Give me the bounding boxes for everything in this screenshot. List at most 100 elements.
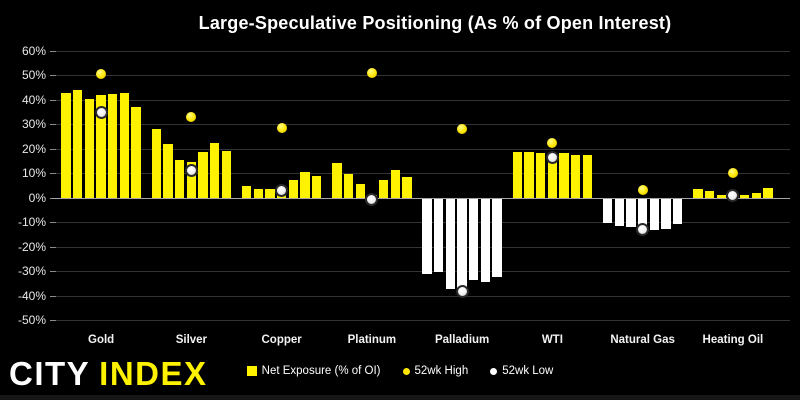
bar-group-platinum [327, 51, 417, 320]
y-axis-tick [50, 320, 56, 321]
brand-logo: CITY INDEX [9, 355, 208, 393]
low-52wk-marker [94, 105, 108, 119]
net-exposure-bar [221, 151, 231, 198]
gridline [52, 271, 790, 273]
y-axis-tick [50, 148, 56, 150]
net-exposure-bar [469, 197, 479, 280]
bar-groups [56, 51, 778, 320]
gridline [52, 246, 790, 248]
y-axis-tick [50, 222, 56, 224]
legend-label-net-exposure: Net Exposure (% of OI) [261, 365, 381, 377]
net-exposure-bar [151, 129, 162, 198]
net-exposure-bar [73, 90, 83, 198]
net-exposure-bar [559, 152, 569, 198]
net-exposure-bar [739, 195, 750, 198]
net-exposure-bar [422, 197, 432, 274]
gridline [52, 124, 790, 126]
high-52wk-marker [457, 124, 468, 135]
net-exposure-bar [119, 92, 130, 198]
gridline [52, 148, 790, 150]
zero-axis-line [52, 197, 790, 199]
net-exposure-bar [704, 191, 715, 198]
high-52wk-marker [637, 184, 648, 195]
bar-group-gold [56, 51, 146, 320]
net-exposure-bar [343, 174, 354, 198]
net-exposure-bar [402, 177, 412, 198]
brand-word-index: INDEX [99, 355, 208, 392]
net-exposure-bar [210, 142, 220, 198]
y-axis-tick [50, 173, 56, 175]
net-exposure-bar [288, 179, 298, 198]
gridline [52, 320, 790, 321]
net-exposure-bar [614, 197, 624, 226]
gridline [52, 51, 790, 52]
y-axis-tick [50, 75, 56, 77]
low-52wk-marker [184, 164, 198, 178]
bar-group-wti [507, 51, 597, 320]
bar-group-silver [146, 51, 236, 320]
net-exposure-bar [434, 197, 444, 273]
net-exposure-bar [751, 192, 761, 198]
net-exposure-bar [672, 197, 683, 225]
y-axis-tick [50, 99, 56, 101]
plot-area [50, 51, 790, 321]
y-axis-label: 30% [21, 117, 46, 132]
net-exposure-bar [253, 188, 263, 198]
net-exposure-bar [300, 171, 310, 198]
low-52wk-marker [545, 150, 559, 164]
net-exposure-bar [457, 197, 467, 291]
x-axis-label-palladium: Palladium [434, 334, 490, 346]
gridline [52, 295, 790, 297]
legend-label-52wk-high: 52wk High [414, 365, 469, 377]
y-axis-tick [50, 295, 56, 297]
net-exposure-bar [571, 154, 581, 198]
net-exposure-bar [311, 176, 322, 198]
net-exposure-bar [163, 143, 173, 198]
net-exposure-bar [602, 197, 613, 223]
low-52wk-marker [726, 188, 740, 202]
high-52wk-marker [96, 69, 107, 80]
bar-group-copper [237, 51, 327, 320]
high-52wk-marker [366, 68, 377, 78]
gridline [52, 99, 790, 101]
net-exposure-bar [241, 185, 252, 198]
net-exposure-bar [355, 183, 365, 198]
low-52wk-marker [275, 183, 289, 197]
y-axis-label: 60% [21, 44, 46, 58]
low-52wk-marker [636, 223, 650, 237]
net-exposure-bar [84, 98, 95, 198]
net-exposure-bar [582, 155, 592, 198]
y-axis-tick [50, 124, 56, 126]
net-exposure-bar [198, 152, 208, 198]
y-axis-label: -30% [17, 264, 46, 279]
high-52wk-marker [547, 137, 558, 148]
y-axis-label: 10% [21, 166, 46, 181]
x-axis-label-heating-oil: Heating Oil [702, 334, 764, 346]
net-exposure-bar [649, 197, 659, 230]
y-axis-label: -20% [17, 239, 46, 254]
net-exposure-bar [637, 197, 648, 230]
y-axis-label: -50% [17, 313, 46, 327]
y-axis-label: 20% [21, 141, 46, 156]
net-exposure-bar [378, 180, 389, 198]
bar-group-heating-oil [688, 51, 778, 320]
net-exposure-bar [480, 197, 491, 283]
net-exposure-bar [524, 151, 534, 198]
x-axis-label-copper: Copper [261, 334, 302, 346]
gridline [52, 173, 790, 175]
net-exposure-bar [186, 162, 197, 198]
y-axis-tick [50, 271, 56, 273]
net-exposure-bar [547, 153, 558, 198]
net-exposure-bar [512, 151, 523, 198]
y-axis-label: 40% [21, 92, 46, 107]
x-axis-label-natural-gas: Natural Gas [610, 334, 675, 346]
legend: Net Exposure (% of OI) 52wk High 52wk Lo… [0, 363, 800, 379]
net-exposure-bar [693, 188, 703, 198]
x-axis-label-gold: Gold [88, 334, 115, 346]
low-52wk-marker [455, 285, 469, 299]
high-52wk-marker [186, 112, 197, 123]
legend-label-52wk-low: 52wk Low [502, 365, 554, 377]
net-exposure-bar [763, 187, 773, 198]
net-exposure-bar [332, 163, 342, 198]
